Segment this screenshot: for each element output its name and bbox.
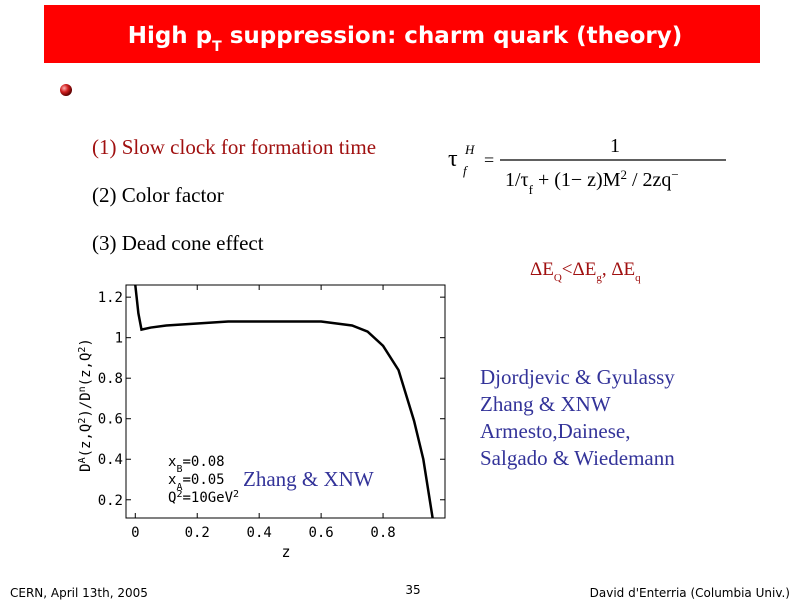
bullet-text: (2) Color factor [92,183,224,207]
formula-denominator-part: 1/τ [505,169,529,191]
formula-numerator: 1 [610,135,620,157]
y-axis-label-part: n [77,386,88,392]
x-tick-label: 0.2 [185,525,210,541]
formula-denominator: 1/τf + (1− z)M2 / 2zq− [505,167,679,197]
annotation: xA=0.05 [168,472,225,493]
slide-title: High pT suppression: charm quark (theory… [128,23,683,55]
plot-area [134,285,434,518]
formula-denominator-part: / 2zq [627,169,671,191]
formula-denominator-part: + (1− z)M [533,169,621,191]
annotation: xB=0.08 [168,454,225,475]
formula-lhs: τ [448,146,458,172]
formula-denominator-part: − [671,167,678,182]
annotation-part: =10GeV [182,490,233,506]
annotation-part: x [168,454,176,470]
annotation-part: B [176,464,182,475]
formula-equals: = [484,150,494,170]
title-bar [44,5,760,63]
reference: Zhang & XNW [480,392,611,416]
annotation-part: 2 [176,489,182,500]
y-axis-label-part: (z,Q [78,424,94,458]
annotation-part: Q [168,490,176,506]
energy-loss-part: q [635,272,641,284]
slide-title-part: suppression: charm quark (theory) [222,23,683,49]
formula-denominator-part: 2 [620,167,627,182]
y-tick-label: 1 [115,331,123,347]
energy-loss-part: Q [554,272,562,284]
y-tick-label: 0.8 [98,371,123,387]
reference: Djordjevic & Gyulassy [480,365,675,389]
y-axis-label-part: A [77,457,88,463]
bullet-text: (1) Slow clock for formation time [92,135,376,159]
slide-title-part: High p [128,23,212,49]
x-tick-label: 0 [131,525,139,541]
formula-sub: f [463,163,469,178]
data-line [134,285,434,518]
plot-frame [125,284,446,519]
energy-loss-part: , ΔE [602,259,635,280]
footer-center: 35 [405,583,420,597]
annotation: Q2=10GeV2 [168,489,239,507]
annotation-part: =0.08 [182,454,224,470]
y-axis-label-part: ) [78,338,94,346]
y-axis-label-part: )/D [78,392,94,417]
x-tick-label: 0.8 [370,525,395,541]
y-axis-label-part: D [78,463,94,471]
slide-title-part: T [212,39,222,55]
y-axis-label-part: 2 [77,418,88,424]
y-axis-label-part: 2 [77,347,88,353]
annotation-part: 2 [233,489,239,500]
formula-denominator-part: f [529,182,534,197]
reference: Armesto,Dainese, [480,419,630,443]
annotation-part: =0.05 [182,472,224,488]
energy-loss: ΔEQ<ΔEg, ΔEq [530,259,641,284]
reference: Salgado & Wiedemann [480,446,675,470]
y-axis-label-part: (z,Q [78,353,94,387]
y-tick-label: 1.2 [98,290,123,306]
x-tick-label: 0.4 [247,525,272,541]
chart-note: Zhang & XNW [243,467,374,491]
x-tick-label: 0.6 [308,525,333,541]
energy-loss-part: g [596,272,602,284]
y-axis-label: DA(z,Q2)/Dn(z,Q2) [77,338,95,472]
energy-loss-part: <ΔE [562,259,597,280]
footer-left: CERN, April 13th, 2005 [10,586,148,600]
y-tick-label: 0.4 [98,452,123,468]
energy-loss-part: ΔE [530,259,554,280]
y-tick-label: 0.2 [98,493,123,509]
bullet-icon [60,84,72,96]
y-tick-label: 0.6 [98,412,123,428]
annotation-part: A [176,482,182,493]
annotation-part: x [168,472,176,488]
formula-sup: H [464,142,475,157]
footer-right: David d'Enterria (Columbia Univ.) [590,586,790,600]
x-axis-label: z [281,543,290,561]
bullet-text: (3) Dead cone effect [92,231,264,255]
